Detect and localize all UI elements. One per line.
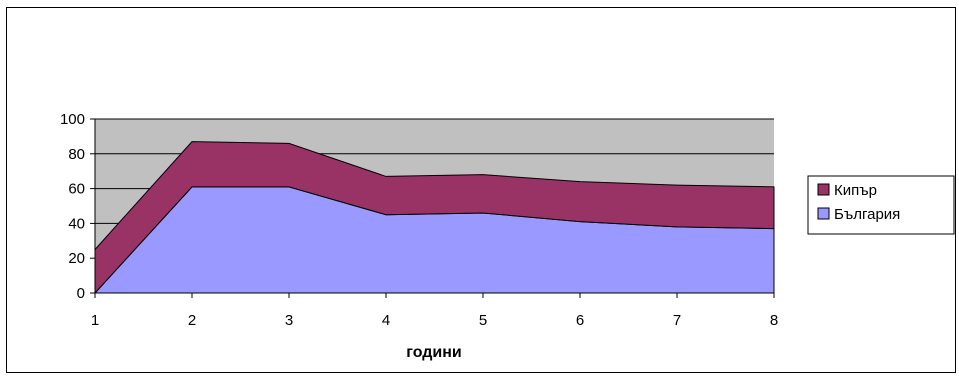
legend-swatch bbox=[817, 207, 830, 220]
x-tick-label: 2 bbox=[188, 312, 196, 329]
axes bbox=[94, 119, 774, 294]
y-tick-label: 100 bbox=[60, 111, 85, 128]
y-tick-label: 40 bbox=[68, 215, 85, 232]
x-tick-label: 1 bbox=[91, 312, 99, 329]
legend-swatch bbox=[817, 183, 830, 196]
x-tick-label: 7 bbox=[673, 312, 681, 329]
x-tick-label: 6 bbox=[576, 312, 584, 329]
x-tick-label: 3 bbox=[285, 312, 293, 329]
x-tick-label: 4 bbox=[382, 312, 390, 329]
legend-box bbox=[807, 175, 955, 235]
y-tick-label: 60 bbox=[68, 181, 85, 198]
y-tick-label: 0 bbox=[77, 285, 85, 302]
legend-label: България bbox=[834, 206, 900, 223]
series-area-2 bbox=[94, 141, 775, 295]
y-tick-label: 80 bbox=[68, 146, 85, 163]
legend: Кипър България bbox=[807, 175, 955, 235]
y-axis-ticks: 0 20 40 60 80 100 bbox=[60, 111, 95, 302]
x-tick-label: 5 bbox=[479, 312, 487, 329]
x-axis-label: години bbox=[406, 344, 462, 361]
y-tick-label: 20 bbox=[68, 250, 85, 267]
legend-label: Кипър bbox=[834, 182, 877, 199]
x-tick-label: 8 bbox=[770, 312, 778, 329]
x-axis-ticks: 1 2 3 4 5 6 7 8 bbox=[91, 293, 778, 329]
